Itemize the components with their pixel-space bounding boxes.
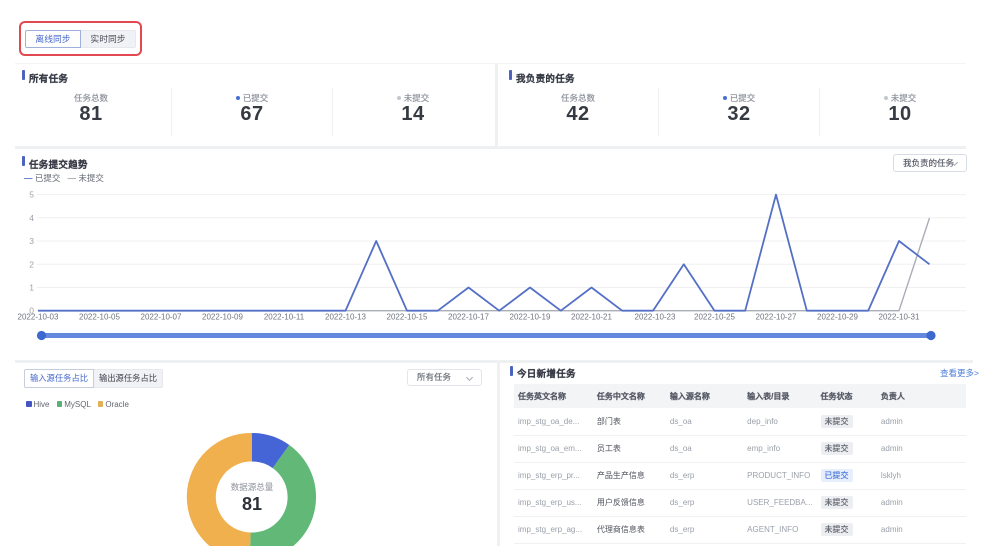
svg-text:2022-10-31: 2022-10-31 (879, 313, 920, 322)
svg-text:2022-10-09: 2022-10-09 (202, 313, 243, 322)
svg-text:81: 81 (242, 494, 262, 514)
svg-text:2022-10-29: 2022-10-29 (817, 313, 858, 322)
svg-text:4: 4 (29, 213, 34, 223)
svg-text:2022-10-15: 2022-10-15 (387, 313, 428, 322)
svg-text:2022-10-11: 2022-10-11 (264, 313, 305, 322)
svg-text:2022-10-27: 2022-10-27 (756, 313, 797, 322)
svg-text:2022-10-25: 2022-10-25 (694, 313, 735, 322)
svg-text:2022-10-03: 2022-10-03 (18, 313, 59, 322)
svg-text:2022-10-17: 2022-10-17 (448, 313, 489, 322)
svg-text:2022-10-07: 2022-10-07 (141, 313, 182, 322)
svg-text:2022-10-21: 2022-10-21 (571, 313, 612, 322)
svg-text:5: 5 (29, 190, 34, 200)
svg-text:1: 1 (29, 283, 34, 293)
svg-text:3: 3 (29, 236, 34, 246)
svg-text:数据源总量: 数据源总量 (231, 482, 274, 492)
svg-text:2022-10-23: 2022-10-23 (635, 313, 676, 322)
svg-text:2022-10-05: 2022-10-05 (79, 313, 120, 322)
svg-text:2: 2 (29, 259, 34, 269)
svg-text:0: 0 (29, 306, 34, 316)
svg-text:2022-10-13: 2022-10-13 (325, 313, 366, 322)
svg-text:2022-10-19: 2022-10-19 (510, 313, 551, 322)
